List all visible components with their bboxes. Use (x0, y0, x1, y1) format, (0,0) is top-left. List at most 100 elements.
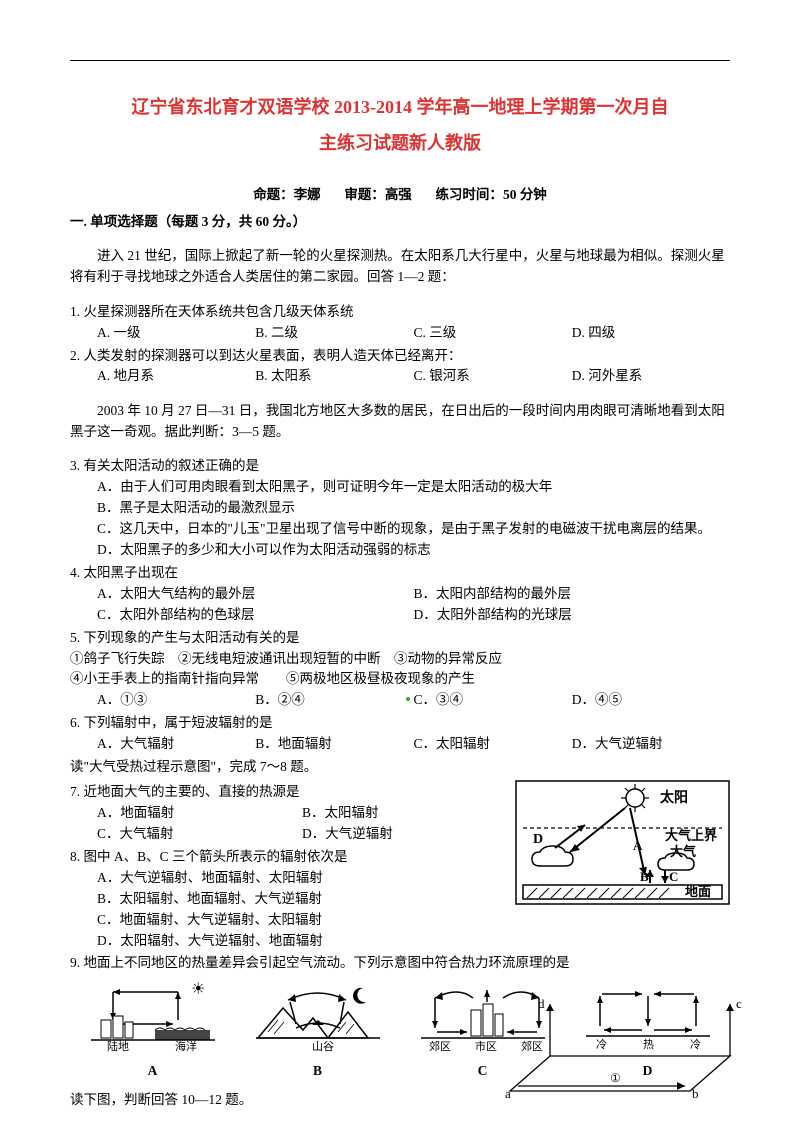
iso-d: d (538, 996, 545, 1011)
q2-opt-c: C. 银河系 (414, 366, 572, 387)
q2-opt-d: D. 河外星系 (572, 366, 730, 387)
q5-options: A．①③ B．②④ C．③④ D．④⑤ (97, 690, 730, 711)
q7-opt-d: D．大气逆辐射 (302, 824, 507, 845)
q8-opt-b: B．太阳辐射、地面辐射、大气逆辐射 (70, 889, 507, 910)
q7-opt-c: C．大气辐射 (97, 824, 302, 845)
section-1-head: 一. 单项选择题（每题 3 分，共 60 分。） (70, 212, 730, 233)
q3-opt-c: C．这几天中，日本的"儿玉"卫星出现了信号中断的现象，是由于黑子发射的电磁波干扰… (70, 519, 730, 540)
svg-text:郊区: 郊区 (429, 1040, 451, 1052)
q1-opt-a: A. 一级 (97, 323, 255, 344)
iso-a: a (505, 1086, 511, 1101)
d-label: D (533, 832, 543, 847)
sun-label: 太阳 (660, 789, 688, 806)
question-8: 8. 图中 A、B、C 三个箭头所表示的辐射依次是 A．大气逆辐射、地面辐射、太… (70, 847, 507, 952)
q6-opt-d: D．大气逆辐射 (572, 734, 730, 755)
question-1: 1. 火星探测器所在天体系统共包含几级天体系统 A. 一级 B. 二级 C. 三… (70, 302, 730, 344)
diagram-a: ☀ 陆地 海洋 A (70, 980, 235, 1082)
a-label: A (633, 838, 643, 853)
green-dot-icon (406, 697, 410, 701)
q8-stem: 8. 图中 A、B、C 三个箭头所表示的辐射依次是 (70, 847, 507, 868)
q2-options: A. 地月系 B. 太阳系 C. 银河系 D. 河外星系 (97, 366, 730, 387)
question-7: 7. 近地面大气的主要的、直接的热源是 A．地面辐射 B．太阳辐射 C．大气辐射… (70, 782, 507, 845)
iso-c: c (736, 996, 742, 1011)
author: 李娜 (294, 187, 321, 202)
q7-opt-b: B．太阳辐射 (302, 803, 507, 824)
q4-opt-d: D．太阳外部结构的光球层 (414, 605, 731, 626)
question-6: 6. 下列辐射中，属于短波辐射的是 A．大气辐射 B．地面辐射 C．太阳辐射 D… (70, 713, 730, 755)
question-3: 3. 有关太阳活动的叙述正确的是 A．由于人们可用肉眼看到太阳黑子，则可证明今年… (70, 456, 730, 561)
q7-options: A．地面辐射 B．太阳辐射 C．大气辐射 D．大气逆辐射 (97, 803, 507, 845)
q7-opt-a: A．地面辐射 (97, 803, 302, 824)
intro-3: 读"大气受热过程示意图"，完成 7～8 题。 (70, 757, 730, 778)
question-2: 2. 人类发射的探测器可以到达火星表面，表明人造天体已经离开： A. 地月系 B… (70, 346, 730, 388)
q1-options: A. 一级 B. 二级 C. 三级 D. 四级 (97, 323, 730, 344)
ground-label: 地面 (685, 884, 711, 899)
q4-opt-b: B．太阳内部结构的最外层 (414, 584, 731, 605)
q6-opt-c: C．太阳辐射 (414, 734, 572, 755)
q4-stem: 4. 太阳黑子出现在 (70, 563, 730, 584)
q1-opt-c: C. 三级 (414, 323, 572, 344)
q5-opt-d: D．④⑤ (572, 690, 730, 711)
svg-text:☀: ☀ (191, 981, 205, 998)
intro-2: 2003 年 10 月 27 日—31 日，我国北方地区大多数的居民，在日出后的… (70, 401, 730, 443)
q2-stem: 2. 人类发射的探测器可以到达火星表面，表明人造天体已经离开： (70, 346, 730, 367)
author-label: 命题： (253, 187, 294, 202)
q7-q8-text: 7. 近地面大气的主要的、直接的热源是 A．地面辐射 B．太阳辐射 C．大气辐射… (70, 780, 507, 951)
q6-stem: 6. 下列辐射中，属于短波辐射的是 (70, 713, 730, 734)
q3-stem: 3. 有关太阳活动的叙述正确的是 (70, 456, 730, 477)
q1-opt-b: B. 二级 (255, 323, 413, 344)
q6-options: A．大气辐射 B．地面辐射 C．太阳辐射 D．大气逆辐射 (97, 734, 730, 755)
diagram-b: 山谷 B (235, 980, 400, 1082)
b-label: B (640, 869, 649, 884)
diagram-a-svg: ☀ 陆地 海洋 (83, 980, 223, 1052)
q2-opt-a: A. 地月系 (97, 366, 255, 387)
q8-opt-d: D．太阳辐射、大气逆辐射、地面辐射 (70, 931, 507, 952)
q4-opt-a: A．太阳大气结构的最外层 (97, 584, 414, 605)
q3-opt-d: D．太阳黑子的多少和大小可以作为太阳活动强弱的标志 (70, 540, 730, 561)
isometric-diagram: a b c d ① (490, 996, 750, 1106)
q7-q8-wrap: 7. 近地面大气的主要的、直接的热源是 A．地面辐射 B．太阳辐射 C．大气辐射… (70, 780, 730, 951)
top-rule (70, 60, 730, 61)
time: 50 分钟 (503, 187, 547, 202)
question-5: 5. 下列现象的产生与太阳活动有关的是 ①鸽子飞行失踪 ②无线电短波通讯出现短暂… (70, 628, 730, 712)
q5-opt-b: B．②④ (255, 690, 413, 711)
page: 辽宁省东北育才双语学校 2013-2014 学年高一地理上学期第一次月自 主练习… (0, 0, 800, 1132)
intro-1: 进入 21 世纪，国际上掀起了新一轮的火星探测热。在太阳系几大行星中，火星与地球… (70, 246, 730, 288)
q9-stem: 9. 地面上不同地区的热量差异会引起空气流动。下列示意图中符合热力环流原理的是 (70, 953, 730, 974)
q1-opt-d: D. 四级 (572, 323, 730, 344)
q8-opt-a: A．大气逆辐射、地面辐射、太阳辐射 (70, 868, 507, 889)
review-label: 审题： (344, 187, 385, 202)
question-9: 9. 地面上不同地区的热量差异会引起空气流动。下列示意图中符合热力环流原理的是 (70, 953, 730, 974)
q8-opt-c: C．地面辐射、大气逆辐射、太阳辐射 (70, 910, 507, 931)
q5-items: ①鸽子飞行失踪 ②无线电短波通讯出现短暂的中断 ③动物的异常反应 ④小王手表上的… (70, 649, 730, 691)
title-line-1: 辽宁省东北育才双语学校 2013-2014 学年高一地理上学期第一次月自 (70, 89, 730, 125)
reviewer: 高强 (385, 187, 412, 202)
atmo-top-label: 大气上界 (665, 828, 717, 843)
diagram-b-label: B (235, 1061, 400, 1082)
diagram-a-label: A (70, 1061, 235, 1082)
q1-stem: 1. 火星探测器所在天体系统共包含几级天体系统 (70, 302, 730, 323)
q2-opt-b: B. 太阳系 (255, 366, 413, 387)
q5-stem: 5. 下列现象的产生与太阳活动有关的是 (70, 628, 730, 649)
meta-line: 命题：李娜 审题：高强 练习时间：50 分钟 (70, 185, 730, 206)
time-label: 练习时间： (435, 187, 503, 202)
q7-stem: 7. 近地面大气的主要的、直接的热源是 (70, 782, 507, 803)
q5-opt-a: A．①③ (97, 690, 255, 711)
atmosphere-diagram: 太阳 大气上界 大气 D A B C (515, 780, 730, 905)
q3-opt-a: A．由于人们可用肉眼看到太阳黑子，则可证明今年一定是太阳活动的极大年 (70, 477, 730, 498)
question-4: 4. 太阳黑子出现在 A．太阳大气结构的最外层 B．太阳内部结构的最外层 C．太… (70, 563, 730, 626)
svg-text:海洋: 海洋 (175, 1039, 197, 1052)
q5-opt-c: C．③④ (414, 690, 572, 711)
iso-one: ① (610, 1071, 621, 1085)
diagram-b-svg: 山谷 (248, 980, 388, 1052)
q4-options: A．太阳大气结构的最外层 B．太阳内部结构的最外层 C．太阳外部结构的色球层 D… (97, 584, 730, 626)
iso-b: b (692, 1086, 699, 1101)
q4-opt-c: C．太阳外部结构的色球层 (97, 605, 414, 626)
c-label: C (669, 869, 678, 884)
q6-opt-a: A．大气辐射 (97, 734, 255, 755)
svg-text:山谷: 山谷 (312, 1040, 334, 1052)
title-line-2: 主练习试题新人教版 (70, 125, 730, 161)
atmo-label: 大气 (670, 844, 696, 859)
doc-title: 辽宁省东北育才双语学校 2013-2014 学年高一地理上学期第一次月自 主练习… (70, 89, 730, 161)
svg-text:陆地: 陆地 (107, 1039, 129, 1052)
